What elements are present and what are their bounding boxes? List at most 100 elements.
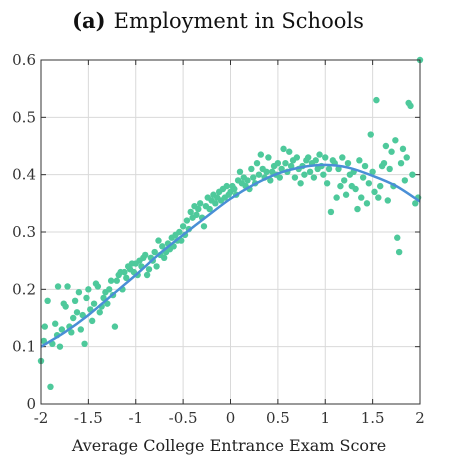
scatter-point [155,237,162,244]
scatter-point [253,160,261,167]
scatter-point [352,185,359,193]
scatter-point [255,171,263,178]
scatter-point [90,300,98,307]
scatter-point [111,323,119,330]
scatter-point [179,223,187,230]
scatter-point [306,168,314,175]
scatter-point [286,148,293,155]
scatter-point [320,171,327,178]
scatter-point [44,297,51,304]
x-tick-label: -2 [34,409,49,427]
scatter-point [41,323,48,330]
scatter-point [183,217,191,224]
scatter-point [250,174,257,181]
scatter-point [401,177,409,184]
scatter-point [75,289,83,296]
scatter-point [71,297,79,304]
scatter-point [206,205,213,213]
scatter-point [280,145,287,153]
scatter-point [263,168,270,175]
scatter-point [373,96,380,104]
scatter-point [397,160,405,167]
scatter-point [151,248,158,256]
scatter-point [399,145,407,153]
scatter-point [176,228,183,236]
scatter-point [96,309,103,316]
scatter-point [339,154,346,161]
scatter-point [193,211,200,218]
scatter-point [409,171,416,178]
scatter-point [297,180,304,187]
plot-frame [40,59,421,405]
scatter-point [287,162,295,170]
scatter-point [113,277,121,284]
scatter-point [212,200,219,207]
chart-title-text: Employment in Schools [114,9,364,33]
scatter-point [382,142,390,150]
scatter-point [85,286,92,293]
scatter-point [81,340,88,347]
scatter-point [386,165,393,173]
axis-ticks: 0 0.1 0.2 0.3 0.4 0.5 0.6 -2 -1.5 -1 -0.5 0 0.5 1 1.5 2 [12,51,425,427]
scatter-point [231,185,238,193]
scatter-point [365,180,373,187]
scatter-point [310,174,318,181]
scatter-point [337,182,344,190]
scatter-point [304,154,312,161]
scatter-point [361,162,369,170]
scatter-point [367,131,374,138]
scatter-point [274,160,282,167]
scatter-point [143,271,151,279]
scatter-point [159,243,166,250]
scatter-point [267,177,274,184]
scatter-point [395,248,403,256]
scatter-point [377,182,384,190]
scatter-point [412,200,419,207]
x-tick-label: 0 [226,409,236,427]
y-tick-label: 0.6 [12,51,36,69]
x-tick-label: 1 [320,409,330,427]
scatter-point [363,200,371,207]
scatter-point [276,174,283,181]
scatter-point [323,180,331,187]
scatter-point [88,317,96,325]
scatter-point [354,205,361,213]
scatter-point [58,326,66,333]
scatter-point [257,151,265,158]
scatter-point [56,343,64,350]
x-tick-label: -1 [128,409,143,427]
scatter-point [291,174,299,181]
scatter-point [200,223,208,230]
scatter-point [196,200,204,207]
scatter-point [359,174,367,181]
scatter-point [160,254,168,261]
scatter-point [153,263,160,270]
scatter-point [244,177,251,184]
chart-title: (a) Employment in Schools [72,8,364,33]
chart-title-panel-label: (a) [72,8,105,33]
scatter-point [293,154,301,161]
x-tick-label: -0.5 [169,409,198,427]
y-tick-label: 0.1 [12,338,36,356]
scatter-point [223,182,230,190]
scatter-point [375,194,382,201]
scatter-point [83,294,90,302]
scatter-point [282,160,289,167]
scatter-point [73,309,81,316]
scatter-point [384,197,391,204]
scatter-point [248,165,255,173]
scatter-point [52,320,59,327]
scatter-point [77,326,84,333]
scatter-point [407,102,414,110]
y-tick-label: 0.2 [12,280,36,298]
x-tick-label: -1.5 [74,409,103,427]
scatter-point [107,277,115,284]
scatter-point [371,188,378,196]
scatter-point [301,171,308,178]
scatter-point [68,329,75,336]
scatter-point [145,266,153,273]
scatter-point [341,177,348,184]
y-tick-label: 0 [26,395,36,413]
scatter-point [380,160,388,167]
y-tick-label: 0.5 [12,108,36,126]
